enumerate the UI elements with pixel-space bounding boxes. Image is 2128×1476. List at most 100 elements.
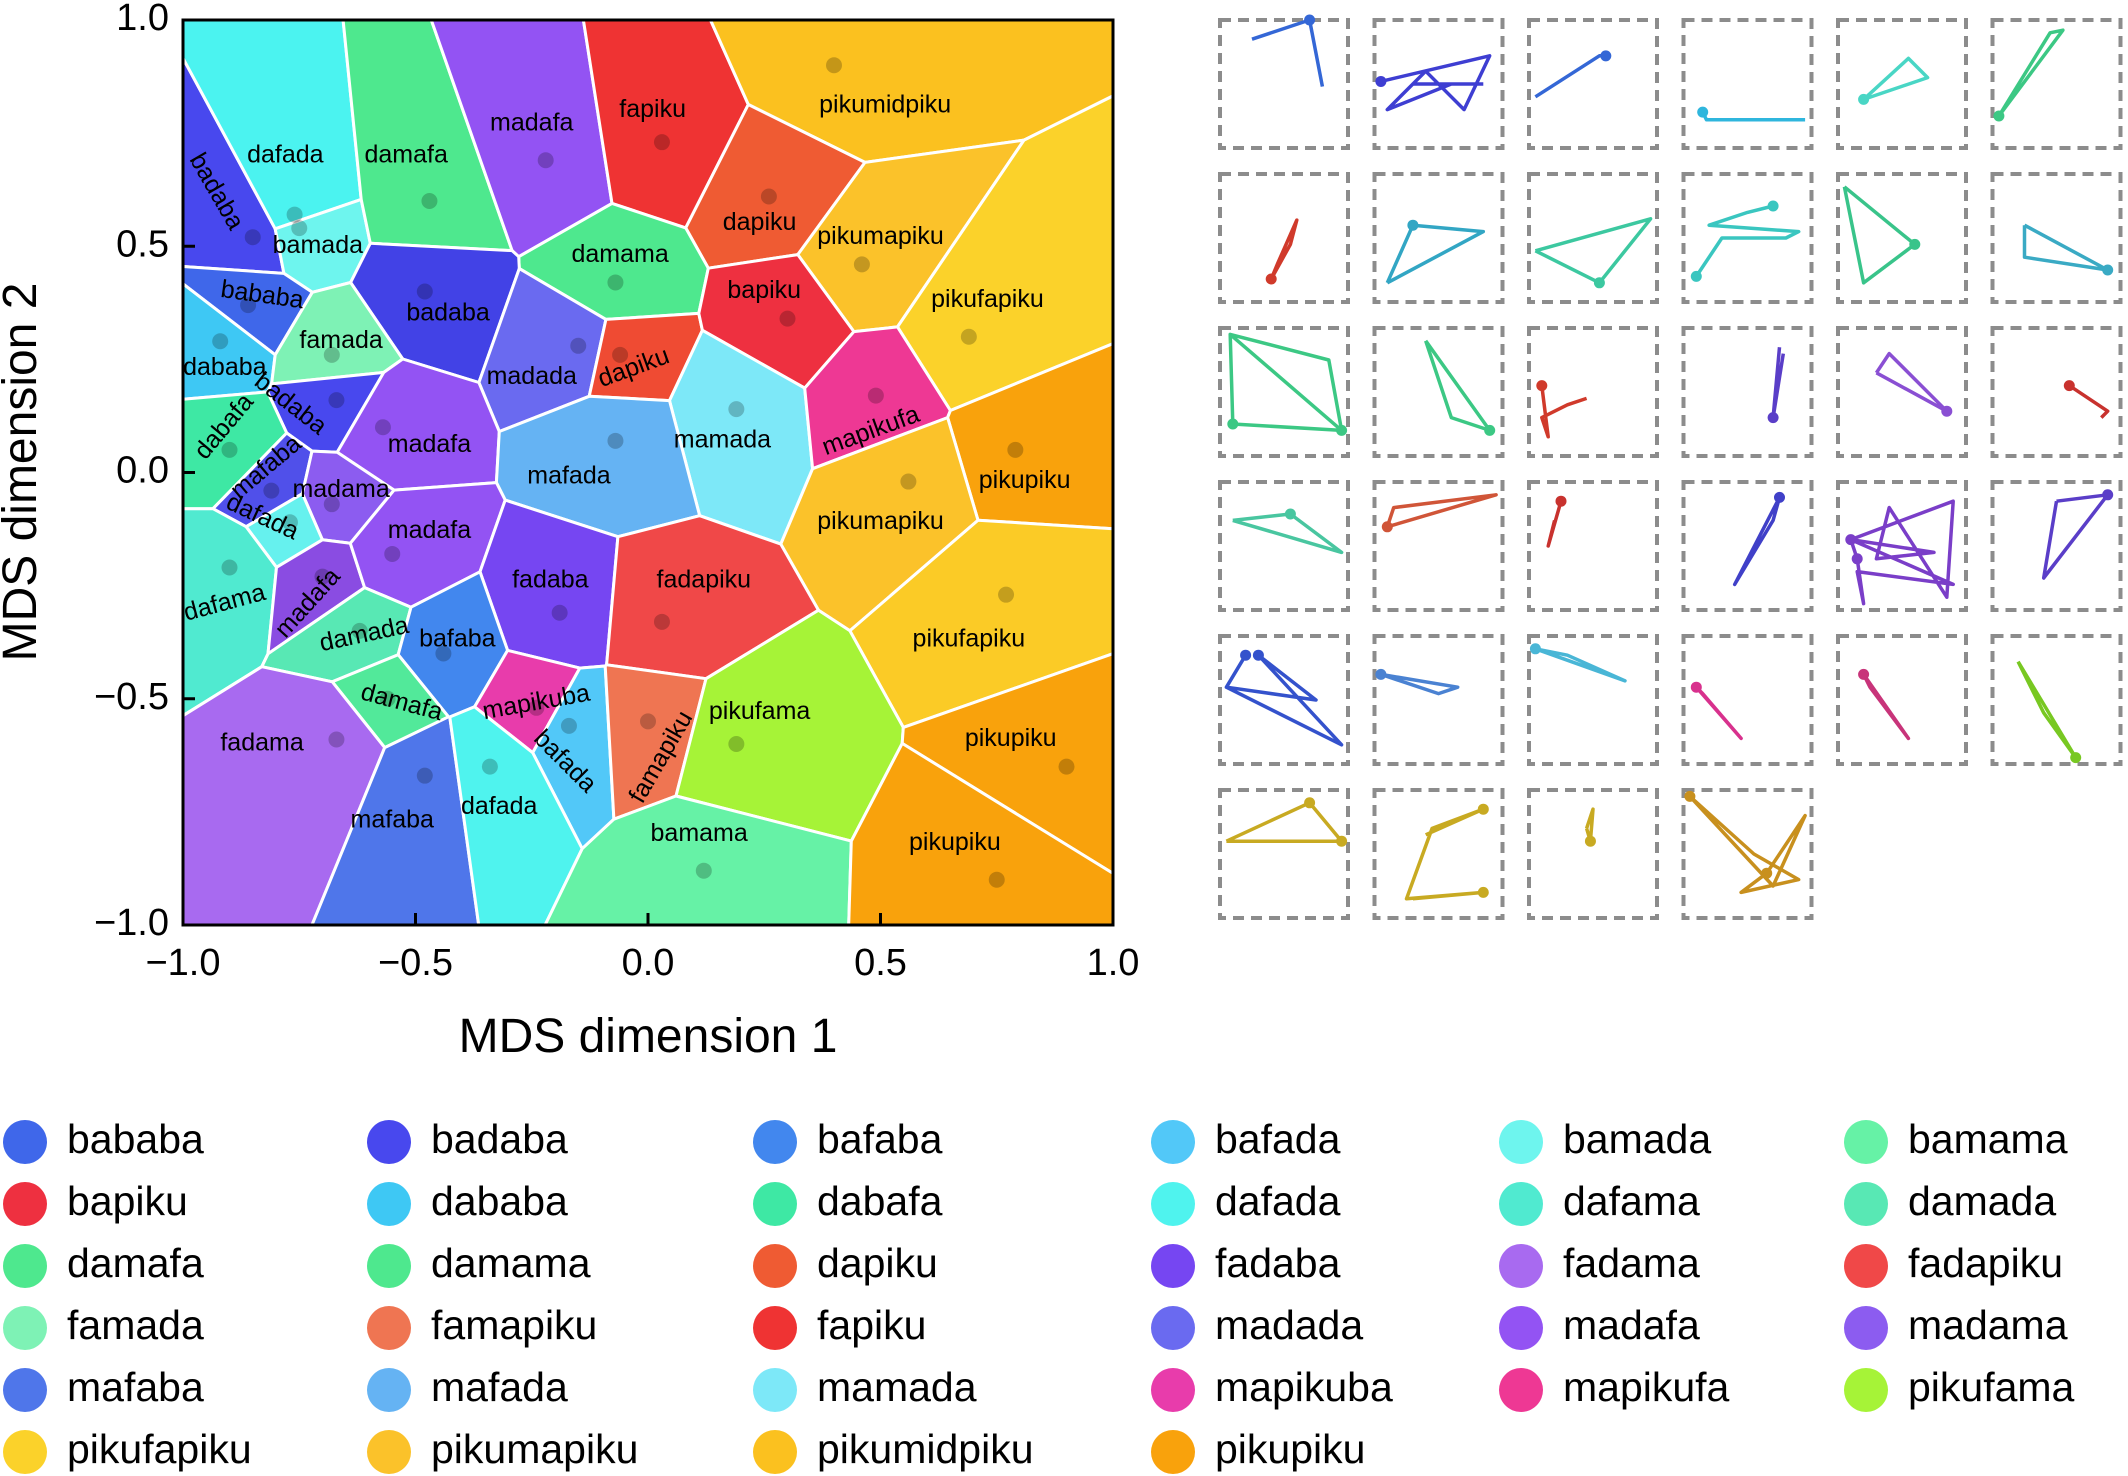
panel-frame (1218, 634, 1350, 766)
cell-label: bamada (273, 231, 363, 259)
trajectory-panel (1218, 480, 1350, 612)
trajectory-endpoint (1381, 521, 1393, 533)
trajectory-panel (1681, 480, 1814, 612)
voronoi-cells (183, 20, 1113, 925)
data-point-fapiku (653, 134, 670, 151)
legend-swatch (1499, 1244, 1543, 1288)
cell-label: bamama (651, 819, 748, 847)
trajectory-line (1534, 54, 1606, 99)
trajectory-endpoint (1375, 668, 1387, 680)
data-point-bamada (291, 220, 308, 237)
data-point-dababa (212, 333, 229, 350)
data-point-pikupiku (1058, 758, 1075, 775)
legend-label: dafama (1563, 1178, 1700, 1224)
legend-swatch (1499, 1120, 1543, 1164)
data-point-badaba (328, 392, 345, 409)
trajectory-panel (1218, 326, 1350, 458)
trajectory-panel (1681, 18, 1814, 150)
data-point-fadaba (551, 604, 568, 621)
data-point-damafa (379, 690, 396, 707)
cell-label: pikufama (709, 697, 811, 725)
data-point-pikufapiku (998, 586, 1015, 603)
panel-frame (1990, 326, 2123, 458)
data-point-pikupiku (1007, 441, 1024, 458)
data-point-famapiku (640, 713, 656, 730)
panel-frame (1372, 172, 1505, 304)
legend-swatch (1844, 1306, 1888, 1350)
data-point-pikumidpiku (826, 57, 842, 74)
legend-label: madada (1215, 1302, 1363, 1348)
legend-entry: madafa (1499, 1302, 1700, 1350)
panel-frame (1218, 326, 1350, 458)
trajectory-panel (1990, 172, 2123, 304)
cell-label: fadapiku (657, 566, 752, 594)
legend-entry: mapikuba (1151, 1364, 1393, 1412)
trajectory-line (1225, 801, 1344, 843)
legend-entry: pikufapiku (3, 1426, 252, 1474)
legend-label: dapiku (817, 1240, 938, 1286)
legend-entry: dafama (1499, 1178, 1700, 1226)
cell-label: pikupiku (909, 828, 1001, 856)
legend-label: bamama (1908, 1116, 2068, 1162)
cell-label: badaba (406, 299, 490, 327)
data-point-dapiku (760, 188, 777, 205)
y-axis-title: MDS dimension 2 (0, 283, 47, 662)
trajectory-endpoint (1774, 491, 1785, 503)
trajectory-panel (1836, 18, 1968, 150)
legend-entry: bafada (1151, 1116, 1341, 1164)
trajectory-panel (1218, 14, 1350, 150)
trajectory-panel (1836, 634, 1968, 766)
trajectory-endpoint (1227, 418, 1239, 430)
legend-entry: damafa (3, 1240, 204, 1288)
x-tick-label: 0.5 (854, 942, 907, 984)
legend-entry: pikumapiku (367, 1426, 638, 1474)
legend-label: fadaba (1215, 1240, 1341, 1286)
trajectory-endpoint (1767, 200, 1779, 212)
data-point-mapikufa (867, 387, 884, 404)
data-point-badaba (244, 229, 261, 246)
panel-frame (1218, 788, 1350, 920)
legend-swatch (753, 1306, 797, 1350)
trajectory-line (1534, 217, 1653, 285)
y-tick-label: 1.0 (116, 0, 169, 39)
data-point-pikumapiku (853, 256, 870, 273)
trajectory-panel (1990, 18, 2123, 150)
trajectory-endpoint (1477, 803, 1489, 815)
panel-frame (1372, 18, 1505, 150)
panel-frame (1527, 480, 1659, 612)
data-point-fadama (328, 731, 345, 748)
trajectory-line (2022, 223, 2110, 272)
data-point-damama (607, 274, 624, 291)
legend-label: pikumapiku (431, 1426, 638, 1472)
data-point-damada (351, 622, 368, 639)
data-point-mapikuba (528, 699, 545, 716)
legend-swatch (367, 1368, 411, 1412)
trajectory-panel (1990, 326, 2123, 458)
legend-label: dabafa (817, 1178, 943, 1224)
trajectory-line (2068, 384, 2110, 419)
trajectory-endpoint (2102, 489, 2114, 501)
panel-frame (1527, 326, 1659, 458)
data-point-bababa (240, 297, 257, 314)
trajectory-panel (1836, 480, 1968, 612)
cell-label: mafada (527, 462, 610, 490)
legend-entry: pikufama (1844, 1364, 2075, 1412)
legend-swatch (1844, 1120, 1888, 1164)
legend-label: fadapiku (1908, 1240, 2063, 1286)
legend-label: mafaba (67, 1364, 204, 1410)
legend-swatch (3, 1306, 47, 1350)
panel-frame (1681, 172, 1814, 304)
legend-entry: bamada (1499, 1116, 1711, 1164)
trajectory-panel (1218, 634, 1350, 766)
y-tick-label: 0.0 (116, 450, 169, 492)
trajectory-panel (1681, 172, 1814, 304)
data-point-madafa (384, 545, 401, 562)
panel-frame (1836, 326, 1968, 458)
trajectory-line (1380, 672, 1460, 696)
legend-label: famada (67, 1302, 204, 1348)
panel-frame (1990, 18, 2123, 150)
cell-label: mamada (674, 425, 771, 453)
legend-entry: mafada (367, 1364, 568, 1412)
panel-frame (1990, 480, 2123, 612)
legend-swatch (1844, 1244, 1888, 1288)
